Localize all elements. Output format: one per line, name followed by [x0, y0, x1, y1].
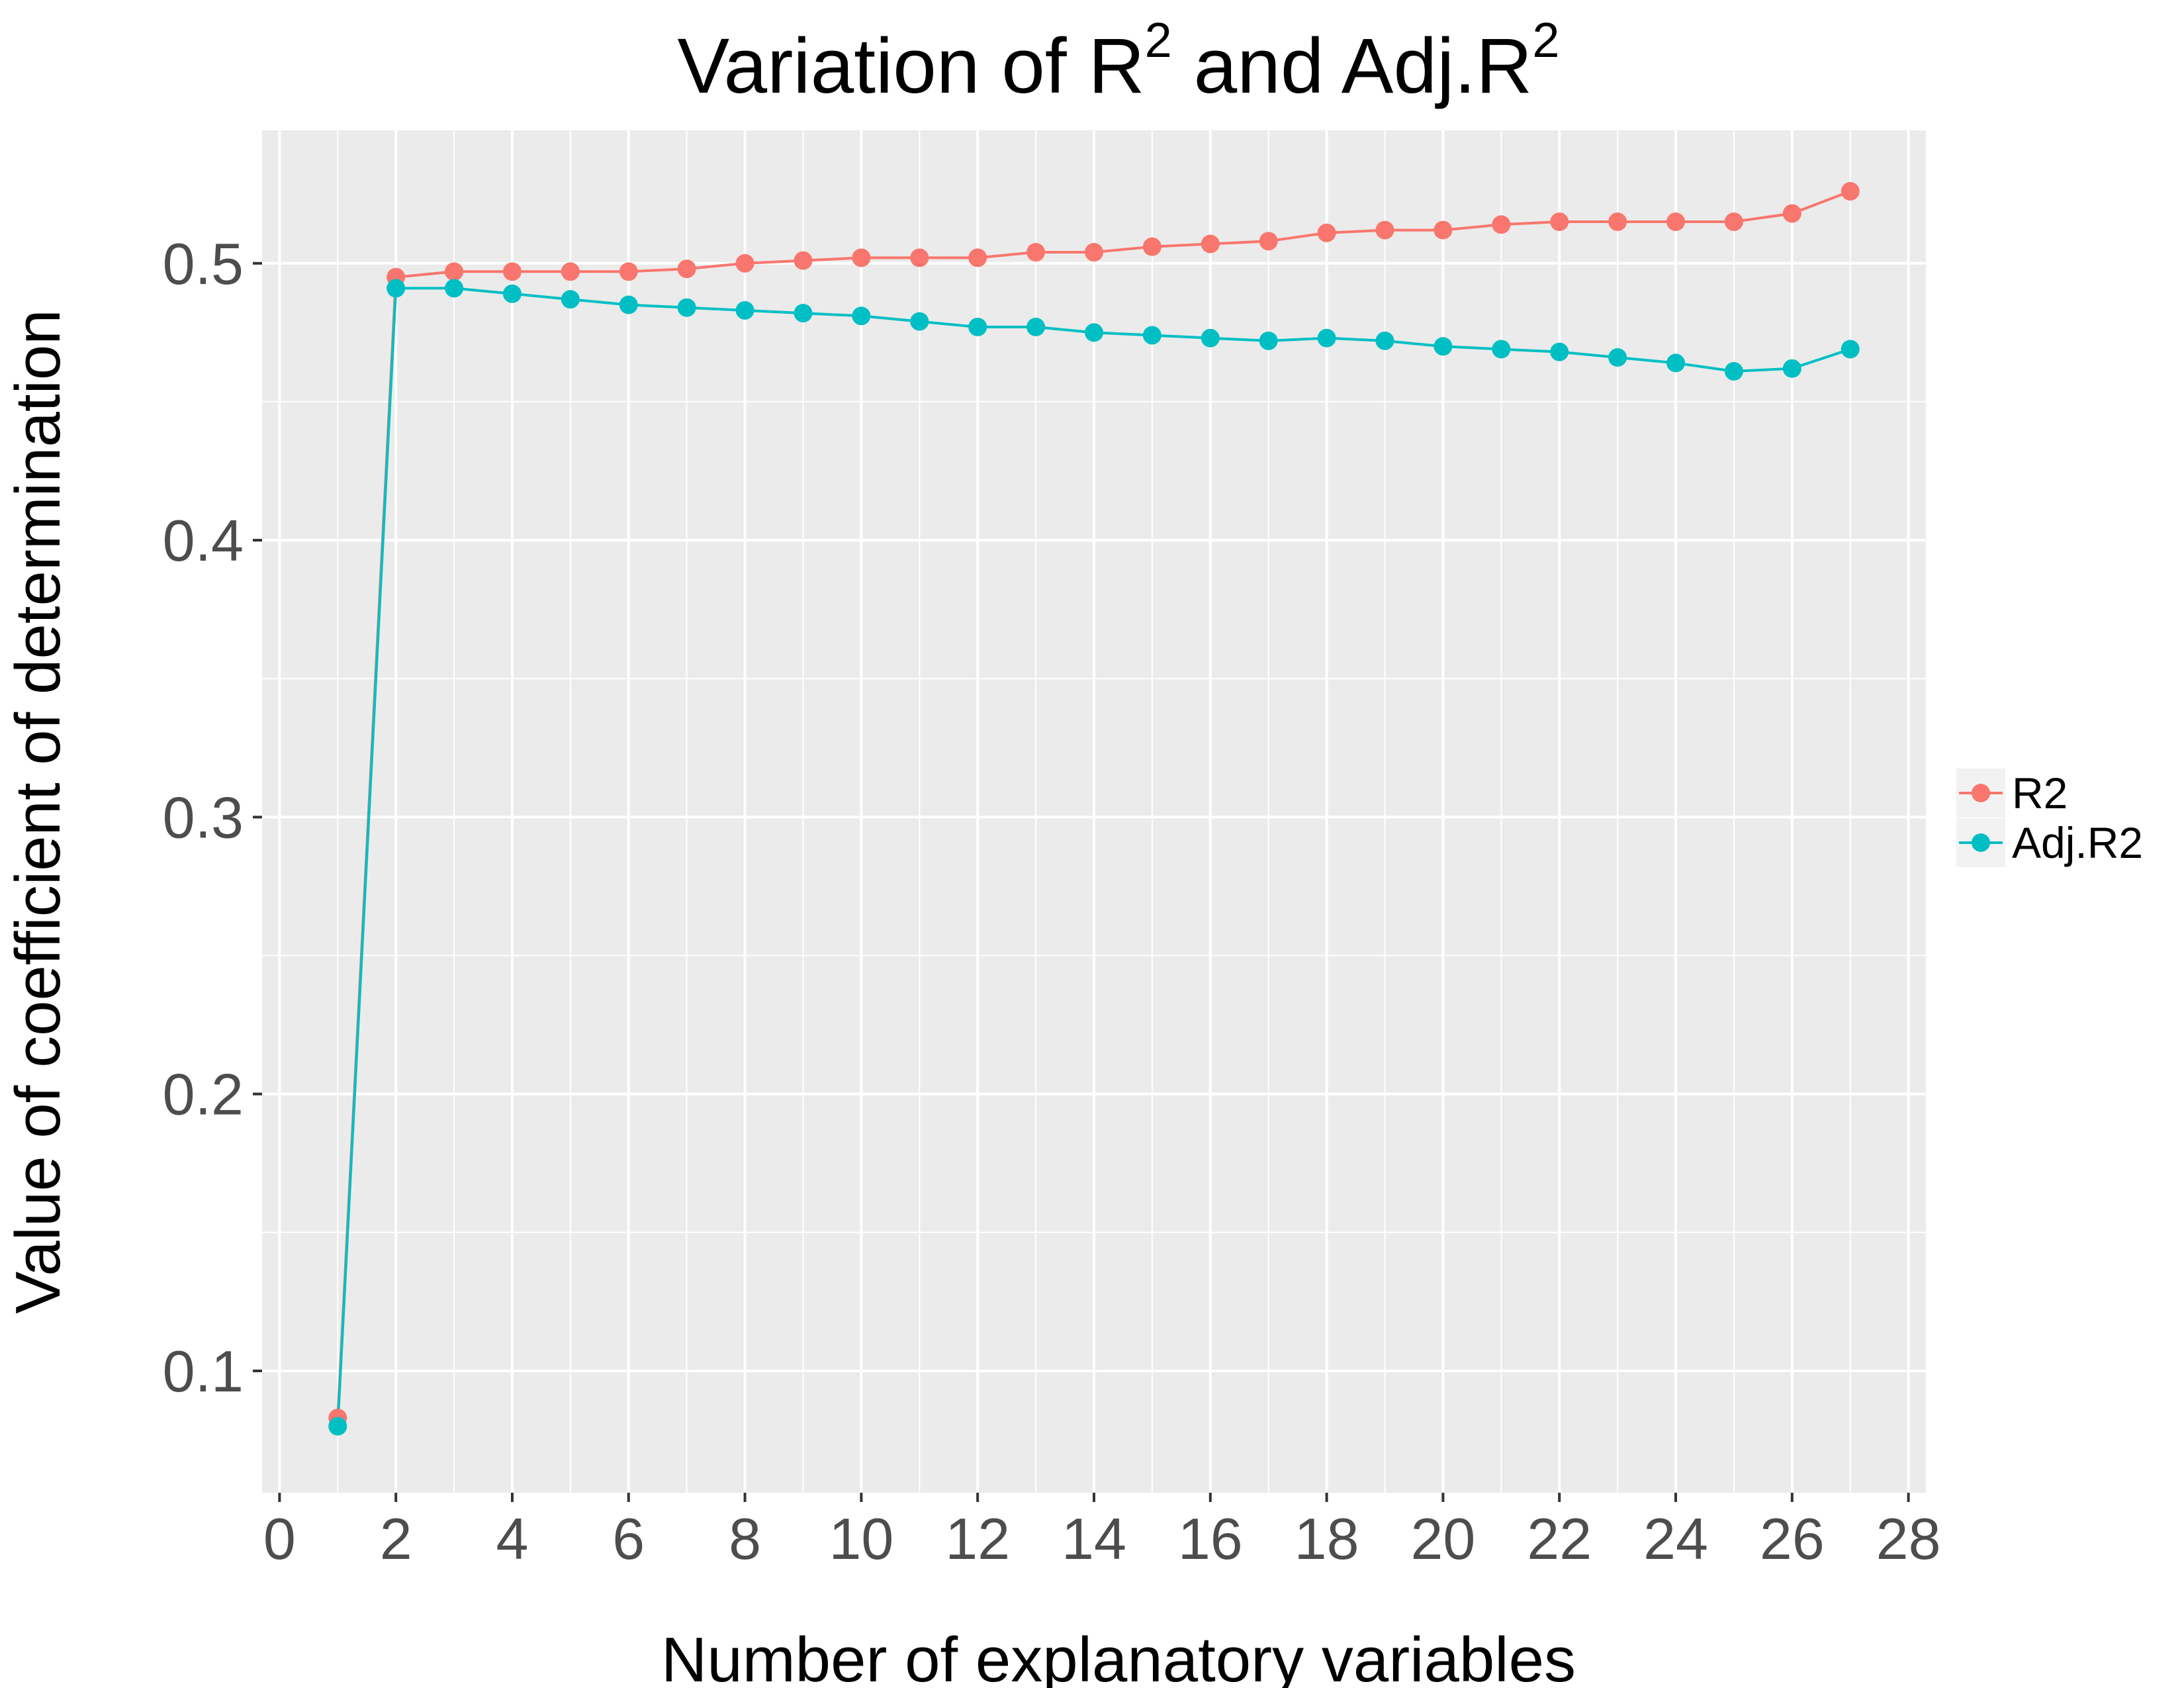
x-tick-label: 10 — [829, 1506, 893, 1571]
data-point-r2 — [1550, 212, 1569, 232]
x-tick-label: 16 — [1178, 1506, 1243, 1571]
data-point-r2 — [1375, 220, 1394, 240]
x-tick-labels: 0 2 4 6 8 10 12 14 16 18 20 22 24 26 28 — [263, 1506, 1941, 1571]
data-point-r2 — [1259, 232, 1278, 251]
data-point-r2 — [1666, 212, 1686, 232]
data-point-adj-r2 — [1317, 328, 1336, 348]
data-point-adj-r2 — [1375, 331, 1394, 350]
data-point-adj-r2 — [1492, 340, 1511, 359]
y-tick-label: 0.2 — [163, 1062, 244, 1127]
data-point-r2 — [1317, 223, 1336, 242]
data-point-adj-r2 — [561, 290, 580, 309]
x-tick-label: 4 — [496, 1506, 529, 1571]
x-tick-label: 26 — [1760, 1506, 1825, 1571]
data-point-adj-r2 — [1026, 317, 1046, 336]
data-point-adj-r2 — [1142, 326, 1161, 345]
data-point-r2 — [1724, 212, 1743, 232]
data-point-r2 — [852, 248, 871, 267]
data-point-r2 — [1026, 243, 1046, 262]
x-tick-label: 28 — [1876, 1506, 1941, 1571]
x-tick-label: 12 — [945, 1506, 1010, 1571]
x-tick-label: 14 — [1062, 1506, 1126, 1571]
data-point-r2 — [445, 262, 464, 281]
data-point-adj-r2 — [910, 312, 929, 331]
data-point-r2 — [910, 248, 929, 267]
data-point-adj-r2 — [1259, 331, 1278, 350]
data-point-adj-r2 — [968, 317, 987, 336]
data-point-adj-r2 — [1841, 340, 1860, 359]
x-tick-label: 24 — [1643, 1506, 1708, 1571]
data-point-r2 — [735, 254, 754, 273]
y-tick-labels: 0.1 0.2 0.3 0.4 0.5 — [163, 231, 244, 1404]
legend-label: Adj.R2 — [2012, 818, 2143, 867]
x-tick-label: 20 — [1410, 1506, 1475, 1571]
data-point-adj-r2 — [794, 304, 813, 323]
data-point-adj-r2 — [502, 284, 522, 303]
data-point-adj-r2 — [1201, 328, 1220, 348]
y-tick-label: 0.3 — [163, 784, 244, 850]
data-point-r2 — [1841, 182, 1860, 201]
x-tick-label: 0 — [263, 1506, 296, 1571]
y-tick-label: 0.4 — [163, 508, 244, 573]
x-axis-title: Number of explanatory variables — [661, 1624, 1576, 1688]
data-point-adj-r2 — [1608, 348, 1627, 367]
data-point-r2 — [619, 262, 638, 281]
data-point-adj-r2 — [1724, 361, 1743, 381]
data-point-adj-r2 — [735, 301, 754, 320]
x-tick-label: 22 — [1527, 1506, 1592, 1571]
data-point-r2 — [561, 262, 580, 281]
legend-label: R2 — [2012, 769, 2068, 818]
data-point-adj-r2 — [328, 1417, 347, 1436]
x-tick-label: 8 — [729, 1506, 761, 1571]
data-point-adj-r2 — [1782, 359, 1801, 378]
data-point-adj-r2 — [619, 295, 638, 314]
data-point-adj-r2 — [445, 279, 464, 298]
data-point-adj-r2 — [1433, 337, 1453, 356]
data-point-r2 — [1085, 243, 1103, 262]
series-points — [328, 182, 1860, 1436]
chart-title: Variation of R2 and Adj.R2 — [678, 13, 1560, 110]
legend-key-point — [1972, 784, 1990, 802]
x-tick-label: 2 — [380, 1506, 412, 1571]
data-point-r2 — [1492, 215, 1511, 234]
legend-key-point — [1972, 833, 1990, 852]
data-point-r2 — [1433, 220, 1453, 240]
data-point-r2 — [968, 248, 987, 267]
data-point-r2 — [677, 259, 696, 279]
axis-ticks — [253, 261, 1910, 1502]
data-point-adj-r2 — [1550, 342, 1569, 361]
data-point-r2 — [1201, 234, 1220, 254]
data-point-r2 — [1142, 237, 1161, 256]
data-point-r2 — [1608, 212, 1627, 232]
y-tick-label: 0.1 — [163, 1338, 244, 1404]
data-point-adj-r2 — [387, 279, 406, 298]
data-point-adj-r2 — [1085, 323, 1103, 342]
data-point-adj-r2 — [1666, 353, 1686, 373]
y-tick-label: 0.5 — [163, 231, 244, 297]
data-point-adj-r2 — [677, 298, 696, 317]
x-tick-label: 6 — [612, 1506, 645, 1571]
major-gridlines — [262, 130, 1926, 1493]
data-point-adj-r2 — [852, 306, 871, 326]
data-point-r2 — [502, 262, 522, 281]
y-axis-title: Value of coefficient of determination — [3, 309, 73, 1313]
data-point-r2 — [1782, 204, 1801, 223]
data-point-r2 — [794, 251, 813, 270]
x-tick-label: 18 — [1295, 1506, 1359, 1571]
